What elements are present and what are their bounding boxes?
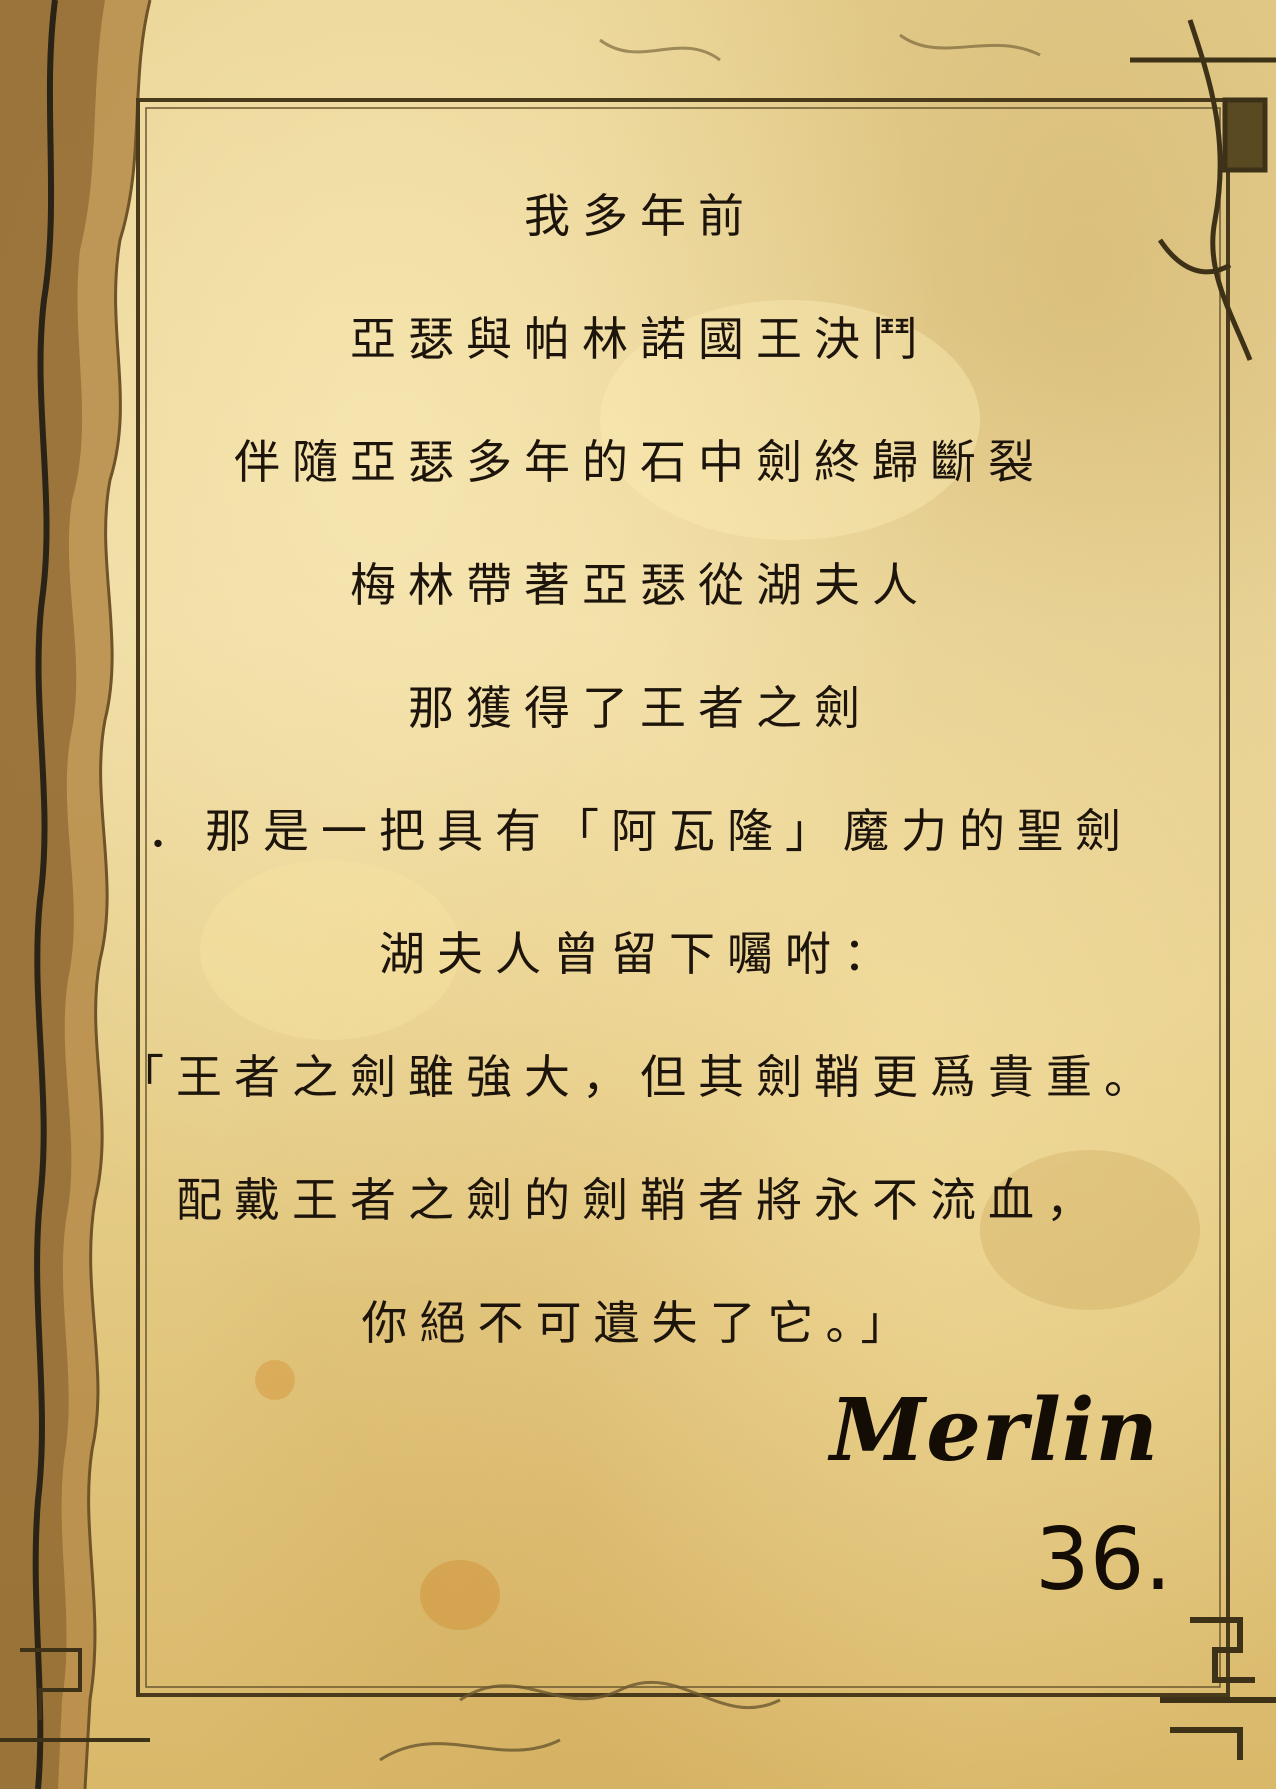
letter-line: 那獲得了王者之劍 xyxy=(408,681,872,735)
torn-paper-edge xyxy=(0,0,152,1789)
letter-body: 我多年前 亞瑟與帕林諾國王決鬥 伴隨亞瑟多年的石中劍終歸斷裂 梅林帶著亞瑟從湖夫… xyxy=(110,155,1170,1385)
letter-line: 配戴王者之劍的劍鞘者將永不流血， xyxy=(176,1173,1104,1227)
signature: Merlin xyxy=(830,1380,1160,1481)
corner-ornament-bottom-right xyxy=(1160,1617,1276,1760)
letter-line: 你絕不可遺失了它。」 xyxy=(361,1296,919,1350)
corner-ornament-bottom-left xyxy=(0,1648,150,1742)
corner-ornament-top-right xyxy=(1130,19,1276,361)
letter-line: 伴隨亞瑟多年的石中劍終歸斷裂 xyxy=(234,435,1046,489)
letter-line: 湖夫人曾留下囑咐： xyxy=(379,927,901,981)
vine-ornament-top xyxy=(599,33,1041,62)
letter-line: ．那是一把具有「阿瓦隆」魔力的聖劍 xyxy=(147,804,1133,858)
letter-line: 亞瑟與帕林諾國王決鬥 xyxy=(350,312,930,366)
letter-line: 我多年前 xyxy=(524,189,756,243)
letter-line: 梅林帶著亞瑟從湖夫人 xyxy=(350,558,930,612)
vine-ornament-bottom xyxy=(379,1680,781,1762)
page-number: 36. xyxy=(1035,1510,1172,1610)
letter-line: 「王者之劍雖強大，但其劍鞘更爲貴重。 xyxy=(118,1050,1162,1104)
